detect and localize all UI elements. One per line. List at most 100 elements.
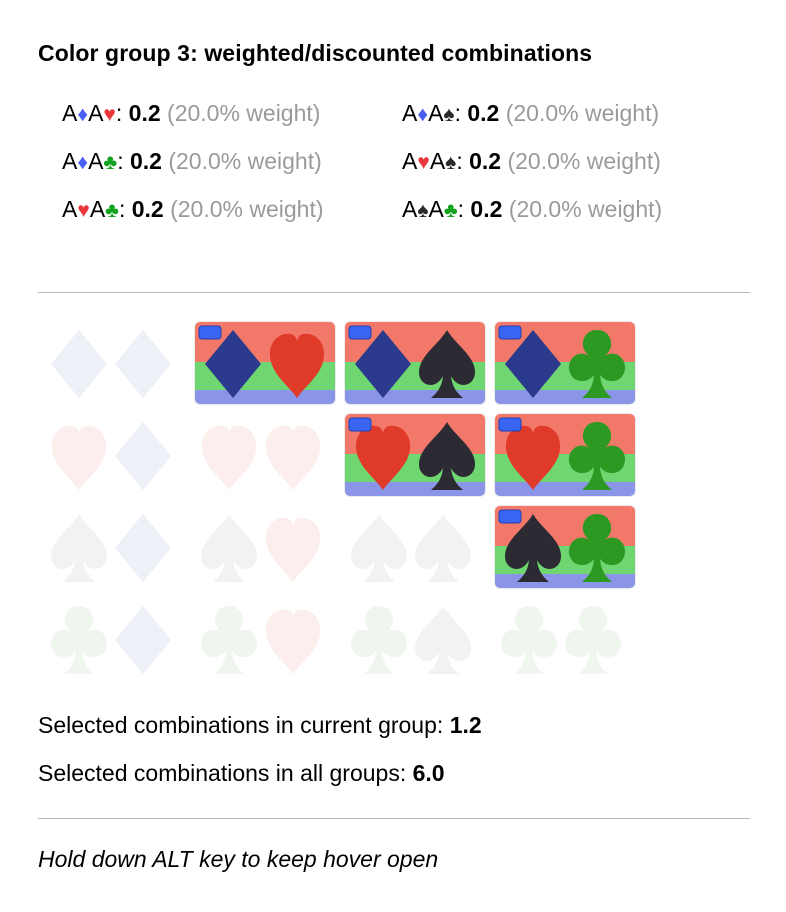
stat-current-value: 1.2: [449, 712, 482, 738]
combo-tile[interactable]: [45, 506, 185, 588]
combo-rank-1: A: [62, 196, 78, 222]
combo-value: 0.2: [470, 196, 503, 222]
combo-rank-1: A: [402, 100, 418, 126]
combo-tile[interactable]: [195, 506, 335, 588]
combo-tile-selected[interactable]: [495, 414, 635, 496]
combo-tile[interactable]: [345, 598, 485, 680]
combo-tile-selected[interactable]: [495, 506, 635, 588]
heart-icon: [269, 333, 325, 398]
combo-value: 0.2: [469, 148, 502, 174]
combo-tile[interactable]: [345, 506, 485, 588]
combo-item: A♥A♣: 0.2 (20.0% weight): [62, 194, 324, 226]
hover-hint: Hold down ALT key to keep hover open: [38, 846, 439, 872]
spade-icon: [415, 514, 471, 582]
combo-weight: (20.0% weight): [168, 148, 322, 174]
combo-suit-2-icon: ♥: [103, 103, 116, 126]
combo-item: A♦A♣: 0.2 (20.0% weight): [62, 146, 322, 178]
combo-rank-2: A: [89, 196, 106, 222]
combo-suit-1-icon: ♥: [77, 199, 90, 222]
club-icon: [564, 606, 622, 674]
combo-suit-1-icon: ♦: [417, 103, 429, 126]
combo-suit-2-icon: ♣: [443, 199, 458, 222]
combo-tile[interactable]: [195, 598, 335, 680]
diamond-icon: [505, 330, 561, 398]
combo-colon: :: [117, 148, 130, 174]
stat-current-group: Selected combinations in current group: …: [38, 712, 482, 739]
tile-band-bottom: [195, 390, 335, 404]
combo-rank-1: A: [62, 148, 78, 174]
combo-suit-2-icon: ♣: [105, 199, 119, 222]
combo-weight: (20.0% weight): [507, 148, 661, 174]
combo-suit-2-icon: ♣: [103, 151, 118, 174]
combo-rank-1: A: [402, 148, 418, 174]
combo-rank-2: A: [428, 196, 444, 222]
combo-suit-1-icon: ♦: [77, 151, 89, 174]
combo-value: 0.2: [129, 148, 162, 174]
combo-tile-selected[interactable]: [195, 322, 335, 404]
combo-weight: (20.0% weight): [505, 100, 660, 126]
diamond-icon: [115, 422, 171, 490]
combo-tile[interactable]: [45, 322, 185, 404]
tile-band-bottom: [345, 482, 485, 496]
heart-icon: [265, 609, 321, 674]
tile-band-bottom: [495, 574, 635, 588]
spade-icon: [415, 606, 471, 674]
combo-rank-2: A: [429, 148, 446, 174]
club-icon: [568, 514, 626, 582]
combo-rank-2: A: [88, 100, 104, 126]
heart-icon: [201, 425, 257, 490]
combo-colon: :: [456, 148, 470, 174]
combo-weight: (20.0% weight): [167, 100, 321, 126]
combo-rank-2: A: [88, 148, 104, 174]
combo-tile-selected[interactable]: [345, 414, 485, 496]
combo-colon: :: [454, 100, 468, 126]
combo-rank-1: A: [402, 196, 418, 222]
stat-all-value: 6.0: [412, 760, 445, 786]
stat-all-label: Selected combinations in all groups:: [38, 760, 413, 786]
heart-icon: [265, 425, 321, 490]
combo-value: 0.2: [131, 196, 164, 222]
combo-suit-2-icon: ♠: [443, 103, 455, 126]
club-icon: [200, 606, 258, 674]
stat-all-groups: Selected combinations in all groups: 6.0: [38, 760, 445, 787]
diamond-icon: [51, 330, 107, 398]
spade-icon: [419, 330, 475, 398]
selection-indicator-icon: [498, 509, 522, 524]
diamond-icon: [115, 514, 171, 582]
stat-current-label: Selected combinations in current group:: [38, 712, 450, 738]
combo-value: 0.2: [467, 100, 500, 126]
heart-icon: [355, 425, 411, 490]
diamond-icon: [355, 330, 411, 398]
heart-icon: [505, 425, 561, 490]
selection-indicator-icon: [498, 417, 522, 432]
club-icon: [568, 422, 626, 490]
diamond-icon: [115, 330, 171, 398]
combo-tile[interactable]: [495, 598, 635, 680]
selection-indicator-icon: [348, 325, 372, 340]
combo-rank-1: A: [62, 100, 78, 126]
combo-tile-selected[interactable]: [495, 322, 635, 404]
combo-weight: (20.0% weight): [170, 196, 324, 222]
club-icon: [50, 606, 108, 674]
selection-indicator-icon: [198, 325, 222, 340]
selection-indicator-icon: [498, 325, 522, 340]
divider-top: [38, 292, 750, 293]
combo-colon: :: [457, 196, 471, 222]
spade-icon: [51, 514, 107, 582]
combo-tile[interactable]: [45, 414, 185, 496]
selection-indicator-icon: [348, 417, 372, 432]
combo-tile[interactable]: [45, 598, 185, 680]
divider-bottom: [38, 818, 750, 819]
tile-band-bottom: [345, 390, 485, 404]
combo-colon: :: [115, 100, 129, 126]
tile-band-bottom: [495, 390, 635, 404]
spade-icon: [505, 514, 561, 582]
combo-suit-1-icon: ♥: [417, 151, 430, 174]
club-icon: [568, 330, 626, 398]
combo-value: 0.2: [128, 100, 161, 126]
combo-tile-selected[interactable]: [345, 322, 485, 404]
combo-colon: :: [118, 196, 132, 222]
combo-item: A♦A♥: 0.2 (20.0% weight): [62, 98, 320, 130]
combo-tile[interactable]: [195, 414, 335, 496]
heart-icon: [51, 425, 107, 490]
